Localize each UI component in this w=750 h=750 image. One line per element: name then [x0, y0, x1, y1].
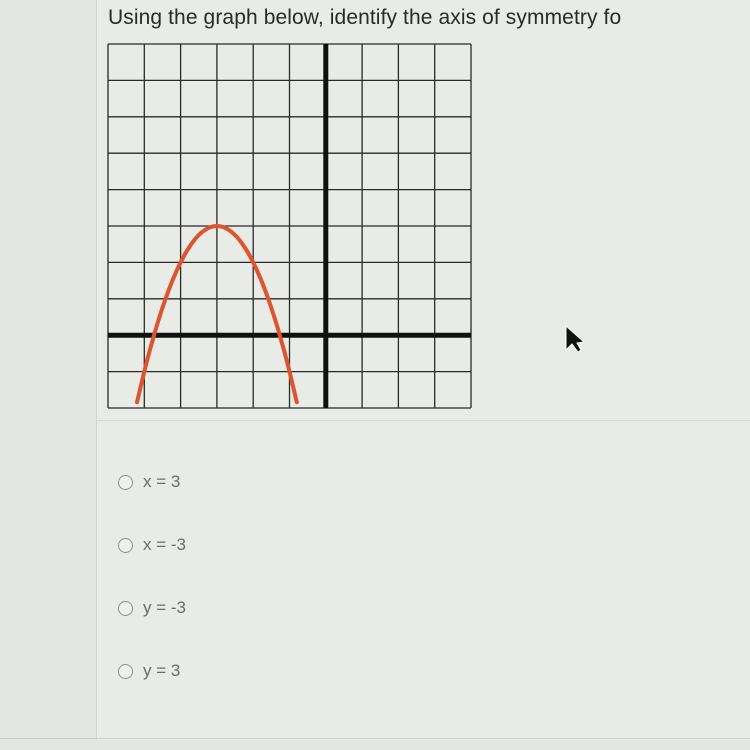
question-panel	[96, 0, 750, 740]
radio-button[interactable]	[118, 663, 133, 679]
answer-option[interactable]: y = 3	[118, 661, 180, 681]
option-label[interactable]: x = -3	[143, 535, 186, 554]
parabola	[135, 223, 299, 405]
mouse-cursor	[565, 324, 586, 353]
option-label[interactable]: x = 3	[143, 472, 181, 491]
radio-button[interactable]	[118, 537, 133, 553]
radio-button[interactable]	[118, 600, 133, 616]
answer-option[interactable]: x = 3	[118, 472, 180, 492]
option-label[interactable]: y = -3	[143, 598, 186, 617]
option-label[interactable]: y = 3	[143, 661, 181, 680]
answer-option[interactable]: y = -3	[118, 598, 186, 618]
question-text: Using the graph below, identify the axis…	[108, 6, 622, 29]
divider	[96, 420, 750, 421]
grid	[107, 43, 472, 409]
radio-button[interactable]	[118, 474, 133, 490]
answer-option[interactable]: x = -3	[118, 535, 186, 555]
bottom-line	[0, 738, 750, 739]
